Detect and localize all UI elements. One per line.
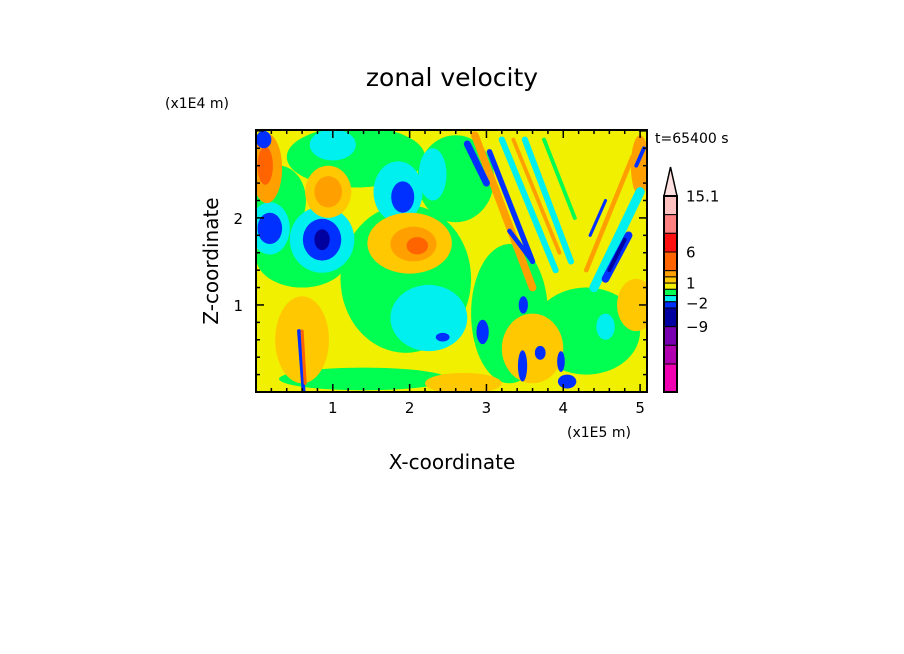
colorbar-segment	[663, 276, 678, 284]
axes: 1 2 3 4 5 1 2	[233, 129, 648, 417]
contour-region-blue	[517, 350, 528, 382]
plot-frame	[255, 129, 648, 393]
contour-region-cyan	[596, 313, 615, 340]
colorbar-segment	[663, 282, 678, 290]
contour-region-blue	[518, 296, 528, 314]
colorbar-frame	[663, 195, 678, 393]
y-tick-label: 1	[233, 297, 243, 315]
contour-region-darkorange	[406, 237, 429, 255]
x-tick-label: 1	[328, 399, 338, 417]
colorbar-segment	[663, 195, 678, 216]
contour-region-blue	[257, 212, 283, 245]
colorbar-segment	[663, 344, 678, 365]
contour-region-cyan	[390, 284, 468, 352]
contour-stripe-blue	[486, 149, 536, 265]
x-tick-label: 2	[405, 399, 415, 417]
colorbar-segment	[663, 301, 678, 309]
contour-region-green	[279, 367, 449, 391]
x-axis-label: X-coordinate	[389, 450, 516, 474]
contour-stripe-blue	[634, 146, 646, 168]
contour-stripe-orange	[511, 137, 562, 255]
contour-region-darkblue	[314, 229, 330, 251]
contour-stripe-darkorange	[300, 329, 307, 385]
contour-region-cyan	[418, 148, 447, 201]
colorbar-label: 6	[686, 244, 696, 262]
contour-stripe-cyan	[589, 187, 645, 293]
chart-title: zonal velocity	[366, 63, 538, 92]
contour-region-blue	[534, 345, 546, 360]
contour-region-lightorange	[617, 278, 647, 332]
contour-region-darkorange	[257, 146, 273, 185]
contour-stripe-orange	[471, 131, 537, 292]
x-tick-label: 4	[558, 399, 568, 417]
contour-stripe-cyan	[498, 136, 559, 274]
colorbar-segment	[663, 251, 678, 272]
y-axis-label: Z-coordinate	[199, 197, 223, 324]
contour-field	[256, 130, 647, 392]
colorbar-segment	[663, 307, 678, 328]
colorbar-max-triangle	[663, 166, 678, 197]
time-label: t=65400 s	[655, 131, 729, 147]
contour-stripe-darkblue	[607, 237, 627, 273]
colorbar-segment	[663, 214, 678, 234]
contour-region-lightorange	[501, 313, 564, 384]
colorbar-segment	[663, 288, 678, 297]
colorbar-segment	[663, 295, 678, 303]
colorbar-label: 15.1	[686, 188, 719, 206]
y-unit-label: (x1E4 m)	[165, 96, 229, 112]
contour-stripe-blue	[463, 140, 490, 187]
contour-stripe-orange	[584, 154, 635, 273]
colorbar-segment	[663, 232, 678, 253]
contour-stripe-green	[542, 137, 577, 220]
colorbar-label: −9	[686, 318, 708, 336]
x-unit-label: (x1E5 m)	[567, 425, 631, 441]
colorbar-label: 1	[686, 275, 696, 293]
colorbar-segment	[663, 326, 678, 346]
contour-stripe-cyan	[521, 136, 575, 265]
contour-region-orange	[314, 176, 343, 208]
colorbar-segment	[663, 270, 678, 278]
colorbar-segment	[663, 363, 678, 393]
contour-region-blue	[256, 130, 272, 149]
contour-stripe-blue	[297, 329, 306, 392]
contour-region-cyan	[309, 130, 356, 161]
colorbar-label: −2	[686, 295, 708, 313]
contour-region-blue	[557, 374, 577, 389]
contour-stripe-blue	[588, 198, 608, 237]
contour-region-blue	[476, 319, 489, 345]
contour-region-lightorange	[425, 372, 502, 392]
x-tick-label: 5	[635, 399, 645, 417]
contour-region-blue	[557, 351, 565, 372]
colorbar: 15.1 6 1 −2 −9	[663, 166, 719, 393]
y-tick-label: 2	[233, 210, 243, 228]
contour-region-blue	[391, 181, 415, 213]
x-tick-label: 3	[482, 399, 492, 417]
contour-stripe-blue	[507, 228, 535, 264]
contour-region-blue	[435, 332, 450, 342]
